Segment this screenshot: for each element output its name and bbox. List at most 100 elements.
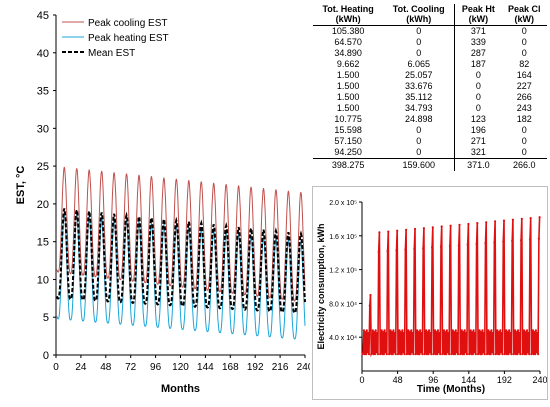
data-point — [427, 331, 429, 333]
data-point — [499, 329, 501, 331]
table-cell: 57.150 — [313, 136, 383, 147]
data-point — [492, 332, 494, 334]
x-tick-label: 48 — [100, 362, 112, 373]
data-point — [530, 217, 532, 219]
data-point — [501, 353, 503, 355]
table-cell: 271 — [455, 136, 502, 147]
data-point — [412, 332, 414, 334]
data-point — [375, 351, 377, 353]
data-point — [537, 353, 539, 355]
y-tick-label: 4.0 x 10⁴ — [329, 335, 357, 342]
data-point — [374, 353, 376, 355]
data-point — [456, 332, 458, 334]
table-cell: 15.598 — [313, 125, 383, 136]
data-point — [535, 329, 537, 331]
table-cell: 33.676 — [383, 81, 455, 92]
table-cell: 35.112 — [383, 92, 455, 103]
table-row: 1.500 34.793 0 243 — [313, 103, 547, 114]
data-point — [467, 223, 469, 225]
data-point — [481, 329, 483, 331]
y-axis-title: Electricity consumption, kWh — [316, 223, 326, 349]
data-point — [395, 353, 397, 355]
table-row: 57.150 0 271 0 — [313, 136, 547, 147]
series-line-0 — [57, 167, 305, 301]
table-cell: 0 — [383, 147, 455, 159]
data-point — [421, 353, 423, 355]
data-point — [482, 351, 484, 353]
table-cell: 1.500 — [313, 81, 383, 92]
data-point — [421, 332, 423, 334]
y-tick-label: 30 — [37, 123, 49, 135]
data-point — [387, 250, 389, 252]
data-point — [364, 331, 366, 333]
data-point — [416, 329, 418, 331]
table-cell: 266 — [502, 92, 547, 103]
data-point — [394, 332, 396, 334]
data-point — [438, 332, 440, 334]
x-tick-label: 0 — [53, 362, 59, 373]
data-point — [454, 353, 456, 355]
data-point — [418, 353, 420, 355]
data-point — [489, 331, 491, 333]
data-point — [443, 329, 445, 331]
data-point — [450, 225, 452, 227]
data-point — [458, 224, 460, 226]
header-peak-ht: Peak Ht — [455, 4, 502, 14]
y-tick-label: 40 — [37, 48, 49, 60]
data-point — [363, 329, 365, 331]
data-point — [511, 240, 513, 242]
data-point — [456, 351, 458, 353]
data-point — [387, 231, 389, 233]
data-point — [403, 332, 405, 334]
data-point — [427, 353, 429, 355]
unit-tot-heating: (kWh) — [313, 14, 383, 26]
data-point — [391, 331, 393, 333]
data-point — [539, 216, 541, 218]
table-cell: 0 — [383, 125, 455, 136]
data-point — [507, 331, 509, 333]
series-line-0 — [362, 217, 539, 354]
data-point — [377, 353, 379, 355]
table-cell: 25.057 — [383, 70, 455, 81]
table-row: 1.500 33.676 0 227 — [313, 81, 547, 92]
header-tot-cooling: Tot. Cooling — [383, 4, 455, 14]
data-point — [519, 332, 521, 334]
data-point — [428, 329, 430, 331]
table-cell: 64.570 — [313, 37, 383, 48]
data-point — [430, 332, 432, 334]
data-point — [430, 353, 432, 355]
table-cell: 287 — [455, 48, 502, 59]
data-point — [507, 353, 509, 355]
data-point — [411, 351, 413, 353]
data-point — [476, 222, 478, 224]
data-point — [420, 351, 422, 353]
table-cell: 94.250 — [313, 147, 383, 159]
data-point — [368, 353, 370, 355]
data-point — [508, 329, 510, 331]
data-point — [414, 228, 416, 230]
y-tick-label: 8.0 x 10⁴ — [329, 301, 357, 308]
data-point — [536, 332, 538, 334]
data-point — [533, 331, 535, 333]
data-point — [498, 331, 500, 333]
data-point — [372, 329, 374, 331]
table-total-cell: 398.275 — [313, 159, 383, 172]
unit-tot-cooling: (kWh) — [383, 14, 455, 26]
data-point — [471, 331, 473, 333]
data-point — [510, 332, 512, 334]
table-cell: 0 — [383, 37, 455, 48]
data-point — [485, 221, 487, 223]
data-point — [490, 329, 492, 331]
x-tick-label: 192 — [497, 375, 512, 385]
data-point — [392, 329, 394, 331]
legend-label-0: Peak cooling EST — [88, 18, 168, 29]
data-point — [445, 353, 447, 355]
table-cell: 6.065 — [383, 59, 455, 70]
data-point — [509, 351, 511, 353]
data-point — [386, 353, 388, 355]
electricity-chart: 4.0 x 10⁴ 8.0 x 10⁴ 1.2 x 10⁵ 1.6 x 10⁵ 2.0 … — [312, 186, 548, 400]
data-point — [464, 351, 466, 353]
y-tick-label: 45 — [37, 10, 49, 22]
data-point — [494, 220, 496, 222]
data-point — [502, 241, 504, 243]
